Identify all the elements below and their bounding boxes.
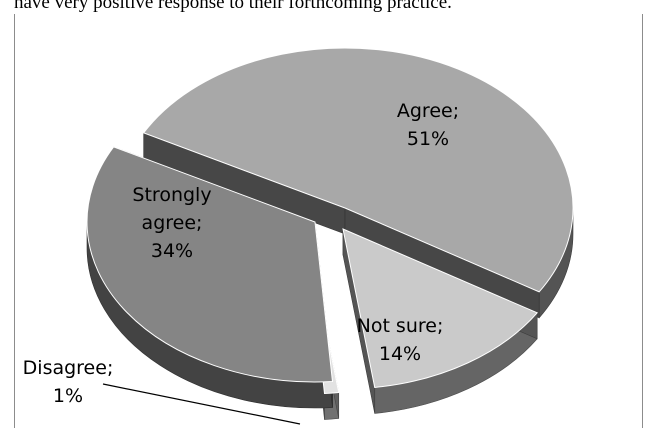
frame-left-border [14, 14, 15, 428]
slice-label-line: Disagree; [23, 357, 114, 379]
slice-label-line: 51% [407, 128, 449, 150]
pie-slice-3 [86, 146, 334, 383]
slice-label-1: Not sure; 14% [357, 315, 444, 365]
leader-line-2 [102, 383, 301, 425]
frame-right-border [642, 14, 643, 428]
pie-slice-1 [342, 228, 539, 388]
slice-label-line: Agree; [397, 100, 459, 122]
slice-label-line: 1% [53, 385, 83, 407]
slice-label-line: Strongly [132, 184, 211, 206]
pie-tops [86, 47, 574, 395]
slice-label-0: Agree; 51% [397, 100, 459, 150]
slice-label-3: Strongly agree; 34% [132, 184, 211, 262]
slice-label-line: 14% [379, 343, 421, 365]
slice-label-line: agree; [142, 212, 203, 234]
pie-slice-0 [142, 47, 574, 293]
slice-label-line: 34% [151, 240, 193, 262]
slice-label-2: Disagree; 1% [23, 357, 114, 407]
intro-text: have very positive response to their for… [14, 0, 452, 13]
slice-label-line: Not sure; [357, 315, 444, 337]
